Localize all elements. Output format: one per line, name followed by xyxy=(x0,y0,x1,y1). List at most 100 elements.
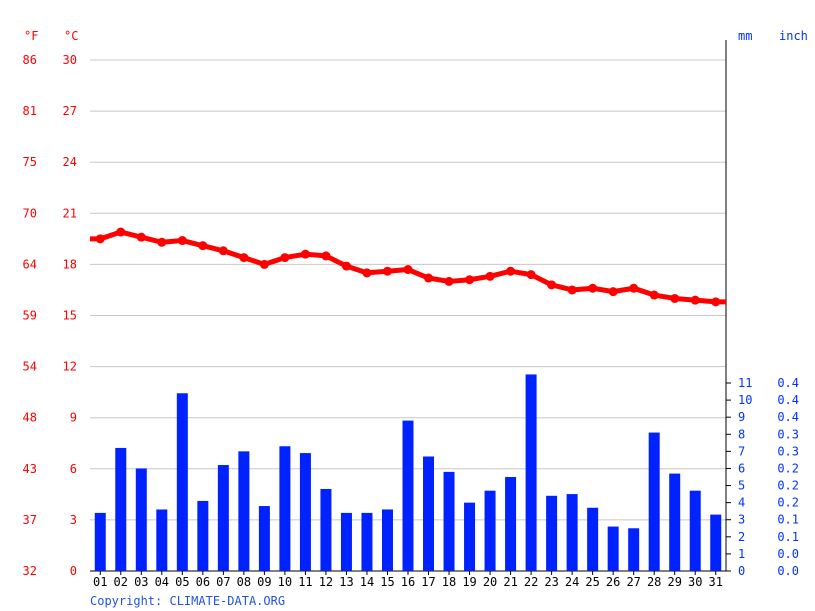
temperature-point xyxy=(116,227,126,237)
temperature-point xyxy=(424,273,434,283)
temperature-point xyxy=(95,234,105,244)
x-tick-label: 31 xyxy=(709,575,723,589)
temperature-point xyxy=(711,297,721,307)
right-axis-inch: inch 0.4 0.4 0.4 0.3 0.3 0.2 0.2 0.2 0.1 0.1 0.0 0.… xyxy=(777,29,808,578)
temperature-point xyxy=(198,241,208,251)
temperature-point xyxy=(218,246,228,256)
mm-tick-label: 9 xyxy=(738,410,745,424)
inch-tick-label: 0.2 xyxy=(777,461,799,475)
temperature-point xyxy=(259,259,269,269)
inch-tick-label: 0.3 xyxy=(777,427,799,441)
temperature-point xyxy=(547,280,557,290)
celsius-tick-label: 9 xyxy=(70,411,77,425)
mm-unit-label: mm xyxy=(738,29,752,43)
x-tick-label: 18 xyxy=(442,575,456,589)
x-tick-label: 11 xyxy=(298,575,312,589)
mm-tick-label: 2 xyxy=(738,530,745,544)
mm-tick-label: 5 xyxy=(738,479,745,493)
x-tick-label: 05 xyxy=(175,575,189,589)
celsius-tick-label: 3 xyxy=(70,513,77,527)
inch-tick-label: 0.2 xyxy=(777,479,799,493)
fahrenheit-tick-label: 86 xyxy=(23,53,37,67)
temperature-point xyxy=(341,261,351,271)
precipitation-bar xyxy=(443,471,455,571)
fahrenheit-tick-label: 81 xyxy=(23,104,37,118)
temperature-point xyxy=(280,253,290,263)
mm-tick-label: 4 xyxy=(738,496,745,510)
x-tick-label: 19 xyxy=(462,575,476,589)
precipitation-bar xyxy=(115,447,127,571)
precipitation-bar xyxy=(402,420,414,571)
temperature-point xyxy=(485,271,495,281)
temperature-point xyxy=(629,283,639,293)
x-tick-label: 14 xyxy=(360,575,374,589)
precipitation-bar xyxy=(258,506,270,571)
precipitation-bar xyxy=(566,494,578,571)
inch-tick-label: 0.0 xyxy=(777,564,799,578)
celsius-tick-label: 24 xyxy=(63,155,77,169)
inch-tick-label: 0.2 xyxy=(777,496,799,510)
temperature-point xyxy=(444,276,454,286)
x-tick-label: 03 xyxy=(134,575,148,589)
inch-tick-label: 0.3 xyxy=(777,444,799,458)
precipitation-bar xyxy=(525,374,537,571)
precipitation-bar xyxy=(464,502,476,571)
precipitation-bar xyxy=(628,528,640,571)
precipitation-bar xyxy=(197,500,209,571)
temperature-point xyxy=(588,283,598,293)
x-tick-label: 27 xyxy=(626,575,640,589)
temperature-point xyxy=(157,237,167,247)
temperature-point xyxy=(403,265,413,275)
fahrenheit-unit-label: °F xyxy=(24,29,38,43)
temperature-point xyxy=(321,251,331,261)
x-tick-label: 24 xyxy=(565,575,579,589)
precipitation-bar xyxy=(689,490,701,571)
inch-tick-label: 0.4 xyxy=(777,393,799,407)
precipitation-bar xyxy=(710,514,722,571)
x-tick-label: 12 xyxy=(319,575,333,589)
mm-tick-label: 8 xyxy=(738,427,745,441)
precipitation-bar xyxy=(299,453,311,571)
mm-tick-label: 0 xyxy=(738,564,745,578)
fahrenheit-tick-label: 43 xyxy=(23,462,37,476)
temperature-point xyxy=(239,253,249,263)
left-axis-fahrenheit: °F 86 81 75 70 64 59 54 48 43 37 32 xyxy=(23,29,39,578)
inch-tick-label: 0.1 xyxy=(777,530,799,544)
precipitation-bar xyxy=(607,526,619,571)
precipitation-bar xyxy=(361,512,373,571)
precipitation-bar xyxy=(505,477,517,571)
fahrenheit-tick-label: 59 xyxy=(23,309,37,323)
inch-tick-label: 0.4 xyxy=(777,376,799,390)
precipitation-bar xyxy=(217,465,229,571)
x-tick-label: 13 xyxy=(339,575,353,589)
inch-tick-label: 0.0 xyxy=(777,547,799,561)
precipitation-bar xyxy=(279,446,291,571)
precipitation-bar xyxy=(135,468,147,571)
celsius-tick-label: 6 xyxy=(70,462,77,476)
x-axis-ticks: 01 02 03 04 05 06 07 08 09 10 11 12 13 14 15 16 17 18 19 20… xyxy=(93,571,723,589)
inch-tick-label: 0.1 xyxy=(777,513,799,527)
fahrenheit-tick-label: 75 xyxy=(23,155,37,169)
temperature-point xyxy=(567,285,577,295)
x-tick-label: 15 xyxy=(380,575,394,589)
precipitation-bar xyxy=(238,451,250,571)
x-tick-label: 28 xyxy=(647,575,661,589)
precipitation-bar xyxy=(320,488,332,571)
mm-tick-label: 11 xyxy=(738,376,752,390)
temperature-point xyxy=(526,270,536,280)
x-tick-label: 04 xyxy=(155,575,169,589)
x-tick-label: 02 xyxy=(114,575,128,589)
temperature-point xyxy=(608,287,618,297)
celsius-tick-label: 12 xyxy=(63,360,77,374)
celsius-tick-label: 21 xyxy=(63,206,77,220)
precipitation-bar xyxy=(340,512,352,571)
x-tick-label: 01 xyxy=(93,575,107,589)
precipitation-bar xyxy=(423,456,435,571)
x-tick-label: 22 xyxy=(524,575,538,589)
celsius-tick-label: 0 xyxy=(70,564,77,578)
inch-tick-label: 0.4 xyxy=(777,410,799,424)
celsius-tick-label: 18 xyxy=(63,257,77,271)
